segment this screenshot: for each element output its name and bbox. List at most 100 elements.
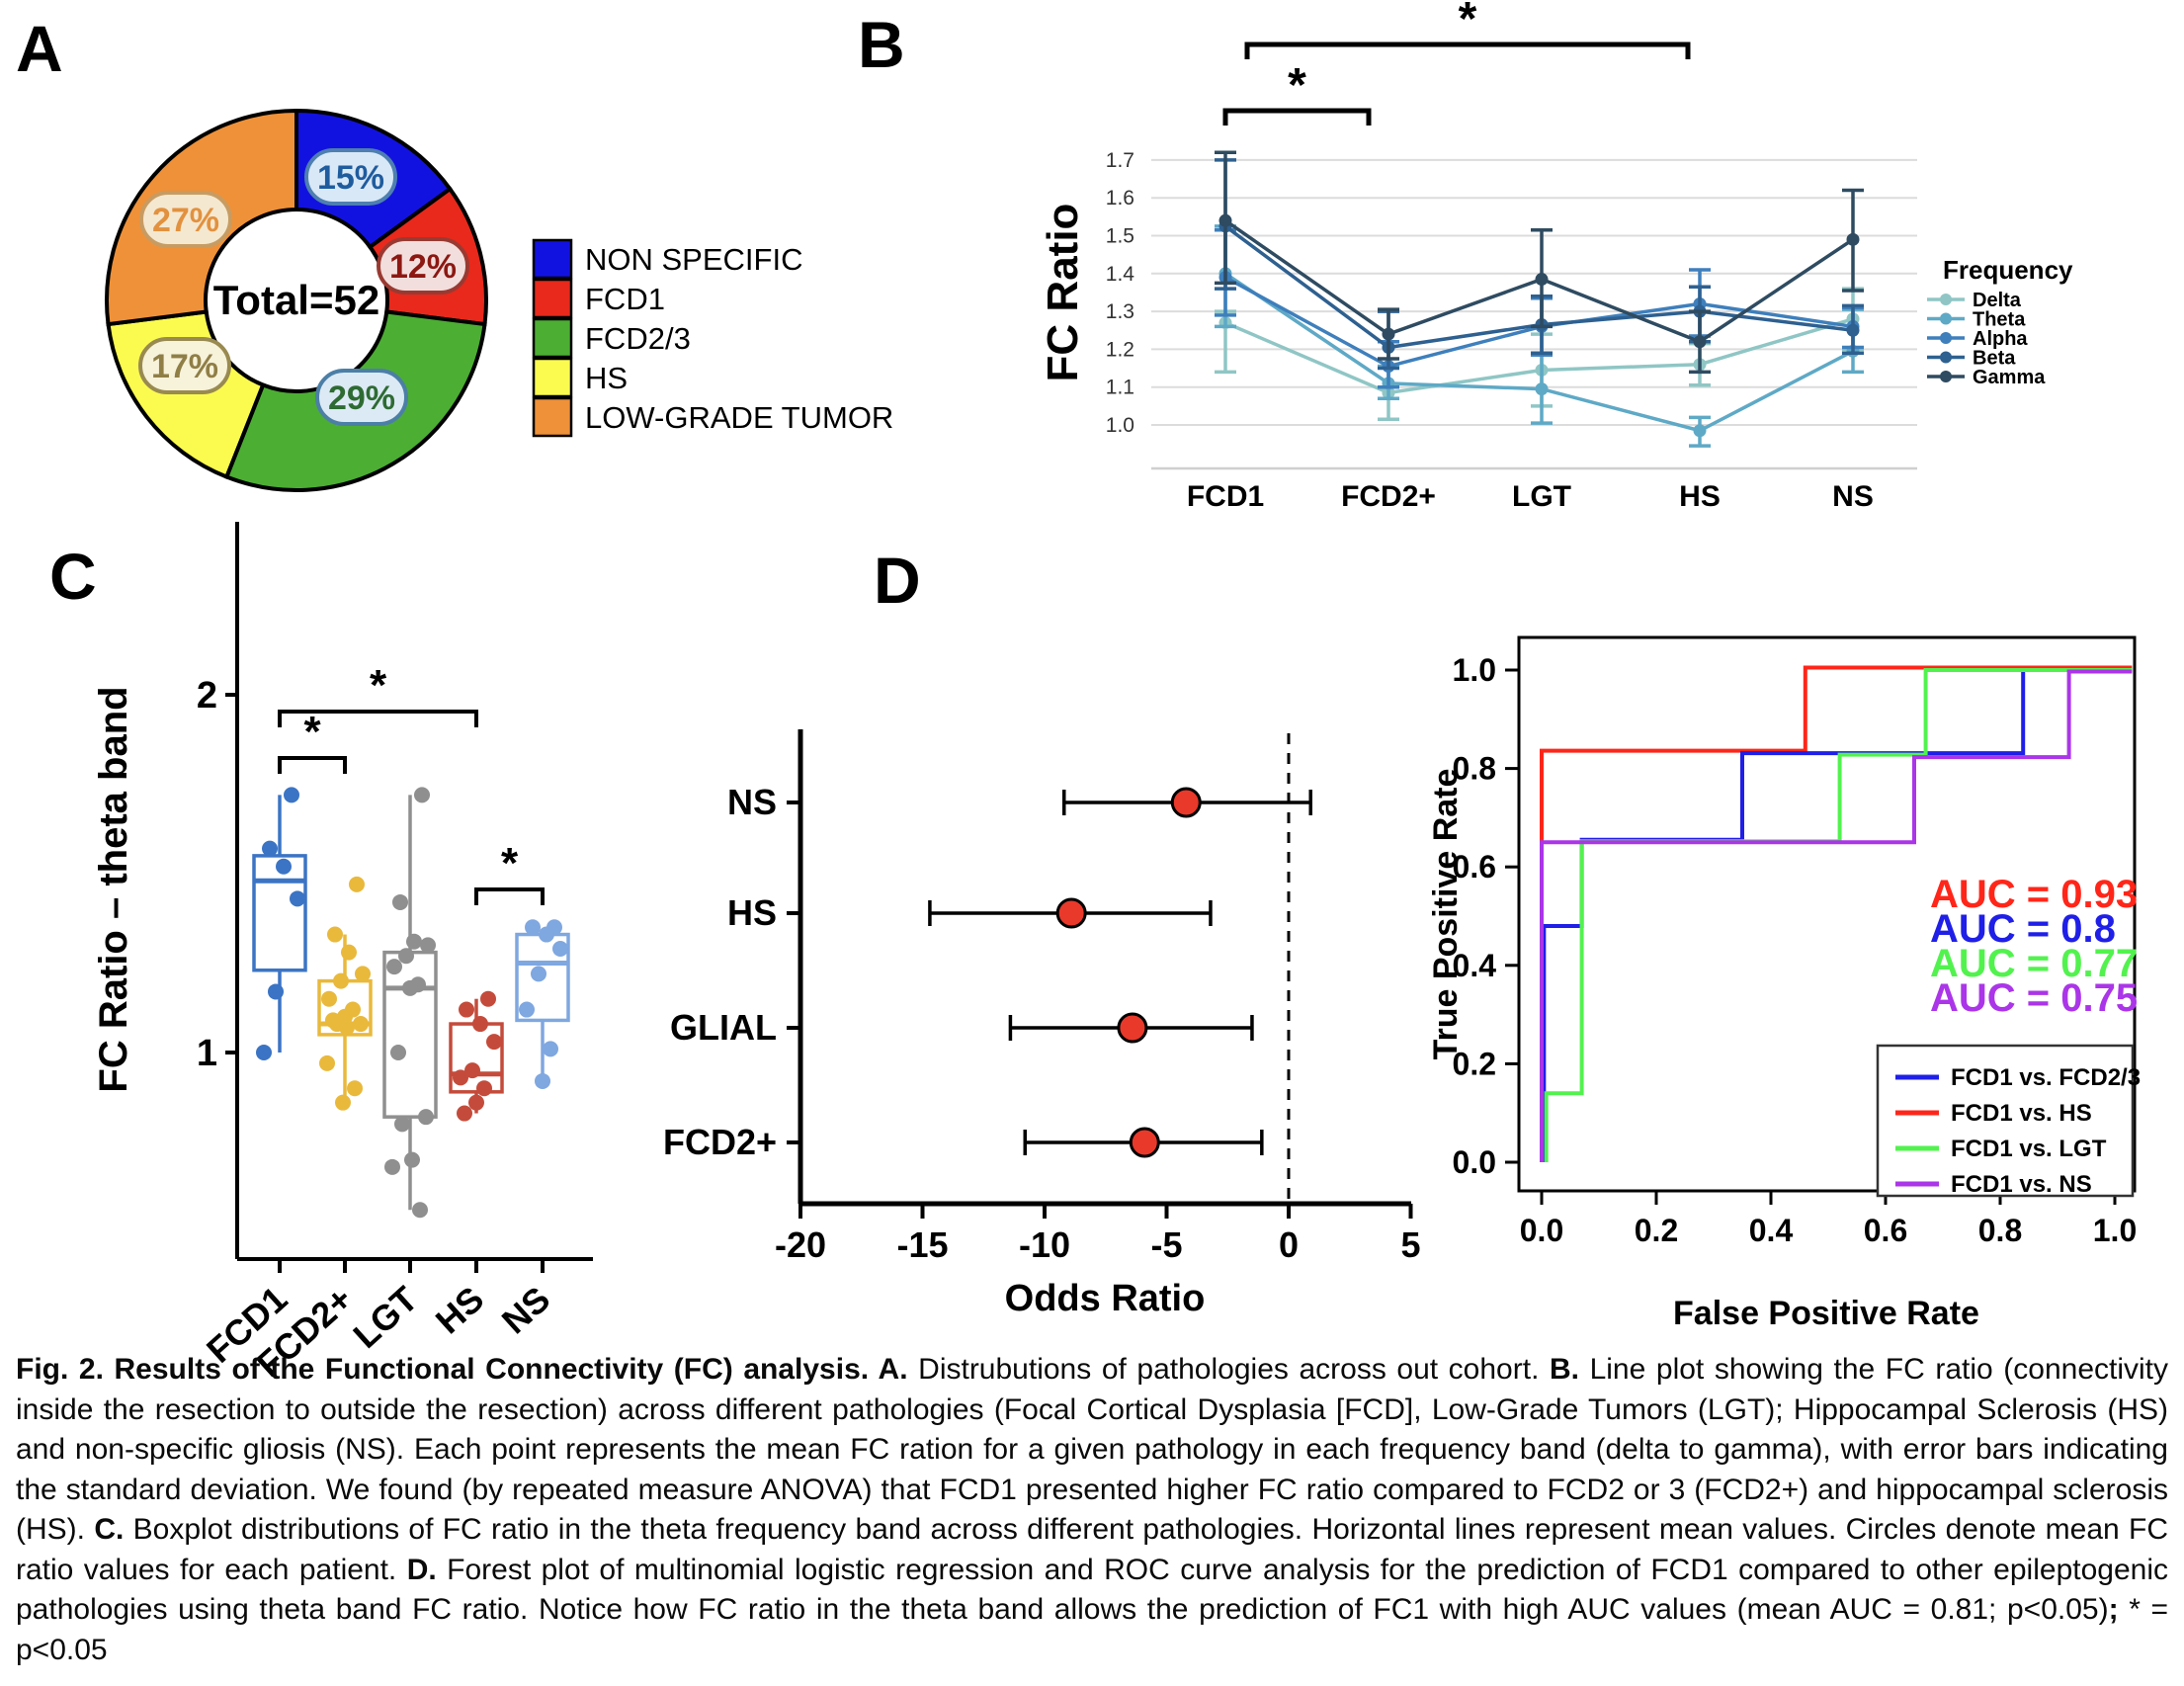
y-tick-label: 1.0 [1453, 652, 1496, 688]
significance-star: * [1459, 0, 1477, 45]
x-tick-label: 0 [1279, 1224, 1299, 1265]
x-tick-label: 1.0 [2093, 1213, 2137, 1248]
x-tick-label: 0.0 [1520, 1213, 1563, 1248]
donut-callout-label: 15% [317, 159, 384, 197]
x-category-label: HS [1679, 480, 1721, 513]
y-tick-label: 1.3 [1106, 300, 1134, 323]
box-fcd1: FCD1 [199, 787, 307, 1371]
legend-swatch [532, 396, 573, 438]
panel-c-label: C [49, 540, 97, 613]
legend-label: HS [585, 361, 628, 395]
donut-total-label: Total=52 [213, 277, 379, 323]
legend-label: FCD1 vs. HS [1951, 1100, 2092, 1127]
x-tick-label: -10 [1019, 1224, 1070, 1265]
y-tick-label: 1.6 [1106, 187, 1134, 210]
x-tick-label: -5 [1150, 1224, 1182, 1265]
y-tick-label: 2 [197, 675, 217, 717]
forest-row-hs: HS [727, 892, 1213, 933]
roc-curve-chart: 0.0 0.2 0.4 0.6 0.8 1.0 0.0 0.2 0.4 0.6 0.8 1.0 Fals… [1427, 635, 2141, 1332]
legend-marker [1940, 332, 1952, 344]
odds-ratio-marker [1055, 897, 1087, 929]
x-category-label: NS [494, 1278, 558, 1341]
forest-row-glial: GLIAL [670, 1007, 1254, 1048]
svg-text:NS: NS [727, 782, 777, 822]
svg-text:GLIAL: GLIAL [670, 1007, 777, 1048]
legend-marker [1940, 294, 1952, 305]
y-tick-label: 1.4 [1106, 263, 1135, 286]
odds-ratio-marker [1117, 1012, 1148, 1044]
legend-title: Frequency [1943, 255, 2073, 285]
donut-callout-pill [138, 337, 231, 394]
odds-ratio-forest-plot: -20 -15 -10 -5 0 5 Odds Ratio NS HS GLIAL FCD2+ [663, 729, 1421, 1319]
donut-callout-label: 27% [152, 202, 219, 239]
roc-curve-4 [1540, 669, 2133, 1162]
legend-label: Alpha [1973, 328, 2028, 350]
significance-bracket [278, 756, 347, 774]
legend-label: Gamma [1973, 367, 2046, 388]
odds-ratio-marker [1129, 1127, 1160, 1158]
y-tick-label: 1.7 [1106, 149, 1134, 172]
significance-bracket [1244, 42, 1691, 59]
auc-value-label: AUC = 0.93 [1930, 873, 2138, 916]
x-axis-title: Odds Ratio [1005, 1278, 1206, 1319]
legend-label: Beta [1973, 348, 2016, 370]
donut-callout-label: 17% [151, 348, 218, 385]
significance-star: * [1288, 59, 1306, 112]
x-axis-title: False Positive Rate [1673, 1295, 1979, 1332]
y-tick-label: 0.6 [1453, 849, 1496, 885]
legend-marker [1940, 371, 1952, 382]
svg-text:FCD2+: FCD2+ [663, 1122, 777, 1162]
donut-callout-pill [304, 148, 397, 206]
y-tick-label: 0.8 [1453, 751, 1496, 787]
legend-marker [1940, 351, 1952, 364]
donut-callout-pill [315, 369, 408, 426]
legend-label: FCD2/3 [585, 321, 691, 356]
legend-swatch [532, 317, 573, 359]
significance-star: * [370, 661, 387, 710]
auc-value-label: AUC = 0.8 [1930, 907, 2116, 951]
x-category-label: FCD1 [1187, 480, 1264, 513]
y-tick-label: 1.2 [1106, 338, 1134, 361]
x-tick-label: 0.2 [1635, 1213, 1678, 1248]
series-alpha [1215, 228, 1864, 389]
x-tick-label: 0.6 [1864, 1213, 1907, 1248]
box-ns: NS [494, 919, 570, 1341]
donut-callout-label: 12% [389, 248, 457, 286]
panel-b-label: B [858, 8, 905, 81]
series-gamma [1215, 150, 1864, 375]
y-tick-label: 1.5 [1106, 225, 1134, 248]
y-tick-label: 1 [197, 1033, 217, 1074]
y-tick-label: 0.4 [1453, 948, 1497, 983]
legend-marker [1940, 312, 1952, 325]
y-tick-label: 1.0 [1106, 414, 1134, 437]
significance-bracket [474, 887, 545, 905]
box-hs: HS [428, 990, 504, 1341]
pathology-donut-chart: 15% 12% 29% 17% 27% Total=52 NON SPECIFIC FCD1 F… [105, 108, 893, 492]
legend-swatch [532, 278, 573, 319]
legend-swatch [532, 357, 573, 398]
plot-border [1517, 635, 2137, 1193]
x-category-label: NS [1832, 480, 1874, 513]
panel-d-label: D [874, 544, 921, 617]
auc-value-label: AUC = 0.75 [1930, 976, 2138, 1020]
x-tick-label: 0.8 [1978, 1213, 2022, 1248]
legend-label: FCD1 vs. LGT [1951, 1136, 2107, 1162]
x-tick-label: 0.4 [1749, 1213, 1794, 1248]
auc-value-label: AUC = 0.77 [1930, 942, 2138, 985]
x-tick-label: -15 [896, 1224, 948, 1265]
y-tick-label: 0.2 [1453, 1046, 1496, 1081]
figure-caption: Fig. 2. Results of the Functional Connec… [16, 1353, 2169, 1666]
legend-label: LOW-GRADE TUMOR [585, 400, 893, 435]
y-axis-title: True Positive Rate [1427, 769, 1465, 1060]
donut-callout-pill [377, 237, 469, 295]
x-category-label: LGT [345, 1278, 425, 1356]
forest-row-ns: NS [727, 782, 1312, 822]
legend-label: Theta [1973, 309, 2026, 331]
y-axis-title: FC Ratio – theta band [92, 686, 135, 1092]
significance-star: * [303, 708, 321, 756]
x-tick-label: -20 [775, 1224, 826, 1265]
x-category-label: HS [428, 1278, 492, 1341]
legend-label: NON SPECIFIC [585, 242, 802, 277]
